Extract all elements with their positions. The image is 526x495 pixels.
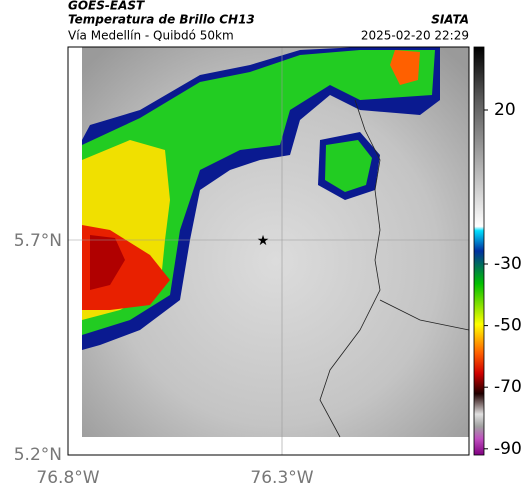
colorbar-scale	[473, 46, 485, 456]
lon-label: 76.3°W	[250, 468, 313, 488]
colorbar-tick-label: -70	[494, 377, 522, 397]
axis-labels: 5.7°N 5.2°N 76.8°W 76.3°W	[14, 231, 314, 488]
cloud-green	[82, 50, 435, 335]
title: Temperatura de Brillo CH13	[68, 13, 255, 27]
source: GOES-EAST	[68, 0, 145, 13]
brand: SIATA	[431, 13, 469, 27]
lon-label: 76.8°W	[36, 468, 99, 488]
lat-label: 5.2°N	[14, 445, 62, 465]
subtitle: Vía Medellín - Quibdó 50km	[68, 29, 234, 43]
cloud-core	[90, 235, 125, 290]
colorbar-tick-label: -50	[494, 316, 522, 336]
map: ★	[67, 46, 470, 456]
datetime: 2025-02-20 22:29	[361, 29, 469, 43]
cell-orange	[390, 50, 420, 85]
colorbar: 20 -30 -50 -70 -90	[473, 46, 522, 459]
border-line	[379, 299, 470, 331]
colorbar-tick-label: -90	[494, 439, 522, 459]
header: GOES-EAST Temperatura de Brillo CH13 SIA…	[68, 0, 469, 43]
border-line	[319, 99, 381, 438]
map-frame	[67, 46, 470, 456]
location-star: ★	[257, 233, 270, 249]
colorbar-tick-label: -30	[494, 254, 522, 274]
lat-label: 5.7°N	[14, 231, 62, 251]
colorbar-tick-label: 20	[494, 100, 516, 120]
cell-green	[325, 140, 372, 192]
